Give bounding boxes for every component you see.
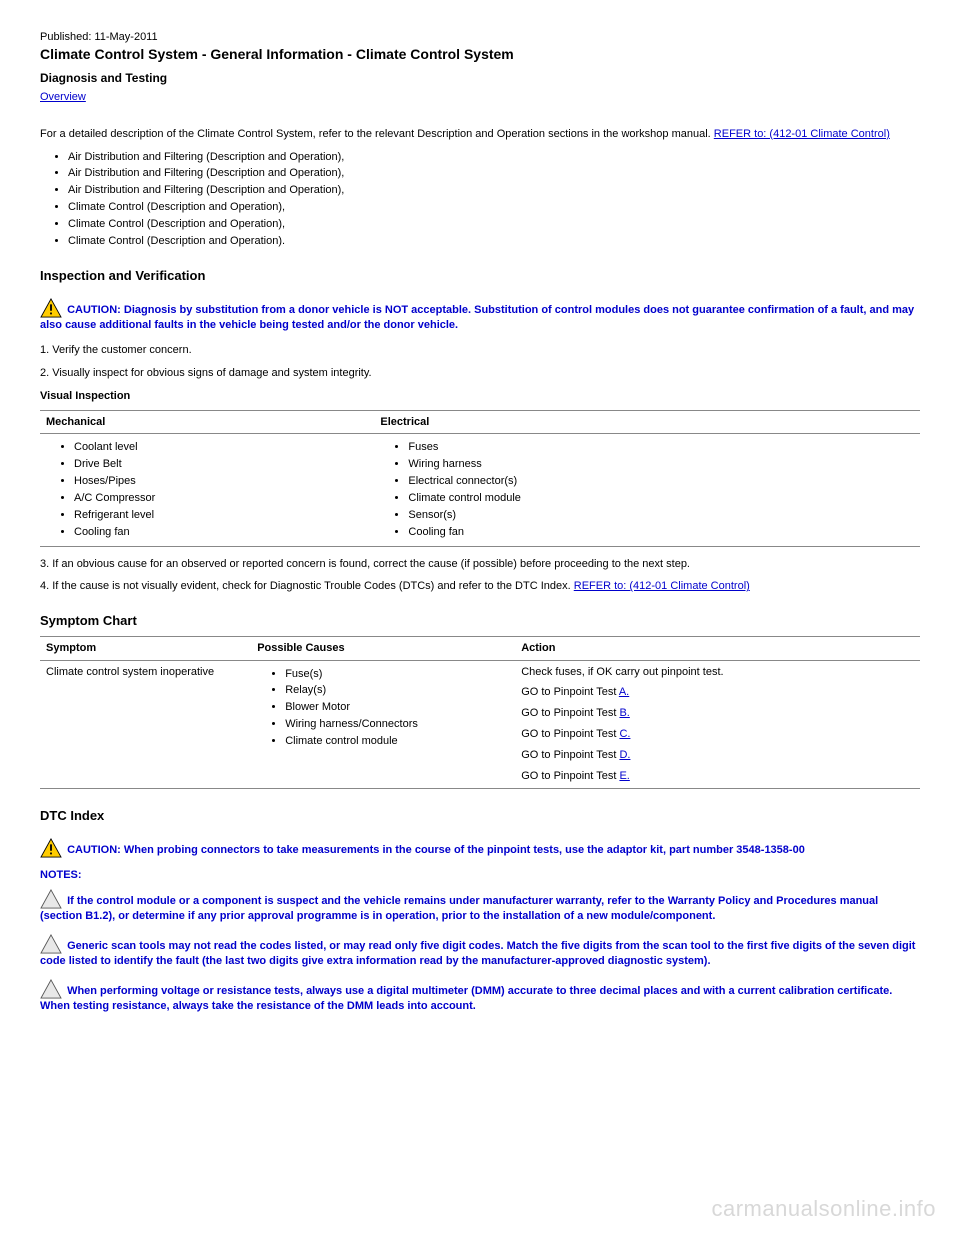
note-1-block: If the control module or a component is …	[40, 889, 920, 924]
cause-item: Blower Motor	[285, 700, 509, 715]
mech-item: Drive Belt	[74, 457, 368, 472]
symptom-table: Symptom Possible Causes Action Climate c…	[40, 636, 920, 789]
step-4-text: 4. If the cause is not visually evident,…	[40, 580, 571, 592]
action-intro: Check fuses, if OK carry out pinpoint te…	[521, 665, 914, 680]
step-4: 4. If the cause is not visually evident,…	[40, 579, 920, 594]
cause-item: Relay(s)	[285, 683, 509, 698]
mechanical-cell: Coolant level Drive Belt Hoses/Pipes A/C…	[40, 434, 374, 546]
note-3-text: When performing voltage or resistance te…	[40, 985, 892, 1012]
step-1: 1. Verify the customer concern.	[40, 343, 920, 358]
go-a-text: GO to Pinpoint Test	[521, 686, 619, 698]
dtc-caution-text: When probing connectors to take measurem…	[124, 844, 805, 856]
note-2-block: Generic scan tools may not read the code…	[40, 934, 920, 969]
overview-bullet: Climate Control (Description and Operati…	[68, 217, 920, 232]
cause-item: Fuse(s)	[285, 667, 509, 682]
cause-item: Climate control module	[285, 734, 509, 749]
step-3: 3. If an obvious cause for an observed o…	[40, 557, 920, 572]
pinpoint-c-link[interactable]: C.	[619, 728, 630, 740]
overview-text: For a detailed description of the Climat…	[40, 128, 711, 140]
elec-item: Electrical connector(s)	[408, 474, 914, 489]
action-cell: Check fuses, if OK carry out pinpoint te…	[515, 660, 920, 788]
warning-icon	[40, 838, 62, 858]
visual-inspection-heading: Visual Inspection	[40, 389, 920, 404]
symptom-heading: Symptom Chart	[40, 612, 920, 630]
document-header: Published: 11-May-2011 Climate Control S…	[40, 30, 920, 105]
elec-item: Wiring harness	[408, 457, 914, 472]
doc-title: Climate Control System - General Informa…	[40, 45, 920, 64]
caution-label: CAUTION:	[67, 304, 124, 316]
pinpoint-d-link[interactable]: D.	[619, 749, 630, 761]
overview-bullet: Air Distribution and Filtering (Descript…	[68, 150, 920, 165]
note-2-text: Generic scan tools may not read the code…	[40, 940, 915, 967]
mech-item: Cooling fan	[74, 525, 368, 540]
cause-item: Wiring harness/Connectors	[285, 717, 509, 732]
overview-link[interactable]: Overview	[40, 90, 920, 105]
step-2: 2. Visually inspect for obvious signs of…	[40, 366, 920, 381]
notes-heading: NOTES:	[40, 868, 920, 883]
visual-inspection-table: Mechanical Electrical Coolant level Driv…	[40, 410, 920, 547]
elec-item: Cooling fan	[408, 525, 914, 540]
overview-paragraph: For a detailed description of the Climat…	[40, 127, 920, 142]
go-b-text: GO to Pinpoint Test	[521, 707, 619, 719]
go-e-text: GO to Pinpoint Test	[521, 770, 619, 782]
symptom-col-header: Symptom	[40, 636, 251, 660]
watermark: carmanualsonline.info	[711, 1194, 936, 1224]
go-d-text: GO to Pinpoint Test	[521, 749, 619, 761]
caution-block: CAUTION: Diagnosis by substitution from …	[40, 298, 920, 333]
caution-text: Diagnosis by substitution from a donor v…	[40, 304, 914, 331]
info-icon	[40, 979, 62, 999]
mechanical-header: Mechanical	[40, 410, 374, 434]
elec-item: Sensor(s)	[408, 508, 914, 523]
overview-bullet: Air Distribution and Filtering (Descript…	[68, 166, 920, 181]
inspection-heading: Inspection and Verification	[40, 267, 920, 285]
electrical-cell: Fuses Wiring harness Electrical connecto…	[374, 434, 920, 546]
electrical-header: Electrical	[374, 410, 920, 434]
note-3-block: When performing voltage or resistance te…	[40, 979, 920, 1014]
symptom-cell: Climate control system inoperative	[40, 660, 251, 788]
elec-item: Fuses	[408, 440, 914, 455]
overview-bullets: Air Distribution and Filtering (Descript…	[68, 150, 920, 249]
overview-bullet: Climate Control (Description and Operati…	[68, 200, 920, 215]
info-icon	[40, 934, 62, 954]
elec-item: Climate control module	[408, 491, 914, 506]
note-1-text: If the control module or a component is …	[40, 895, 878, 922]
dtc-caution-block: CAUTION: When probing connectors to take…	[40, 838, 920, 858]
mech-item: Coolant level	[74, 440, 368, 455]
causes-col-header: Possible Causes	[251, 636, 515, 660]
overview-refer-link[interactable]: REFER to: (412-01 Climate Control)	[714, 128, 890, 140]
causes-cell: Fuse(s) Relay(s) Blower Motor Wiring har…	[251, 660, 515, 788]
dtc-heading: DTC Index	[40, 807, 920, 825]
dtc-caution-label: CAUTION:	[67, 844, 124, 856]
published-line: Published: 11-May-2011	[40, 30, 920, 45]
pinpoint-e-link[interactable]: E.	[619, 770, 629, 782]
doc-subtitle: Diagnosis and Testing	[40, 70, 920, 86]
warning-icon	[40, 298, 62, 318]
step-4-link[interactable]: REFER to: (412-01 Climate Control)	[574, 580, 750, 592]
mech-item: Refrigerant level	[74, 508, 368, 523]
mech-item: A/C Compressor	[74, 491, 368, 506]
mech-item: Hoses/Pipes	[74, 474, 368, 489]
pinpoint-b-link[interactable]: B.	[619, 707, 629, 719]
overview-bullet: Climate Control (Description and Operati…	[68, 234, 920, 249]
info-icon	[40, 889, 62, 909]
action-col-header: Action	[515, 636, 920, 660]
pinpoint-a-link[interactable]: A.	[619, 686, 629, 698]
overview-bullet: Air Distribution and Filtering (Descript…	[68, 183, 920, 198]
go-c-text: GO to Pinpoint Test	[521, 728, 619, 740]
